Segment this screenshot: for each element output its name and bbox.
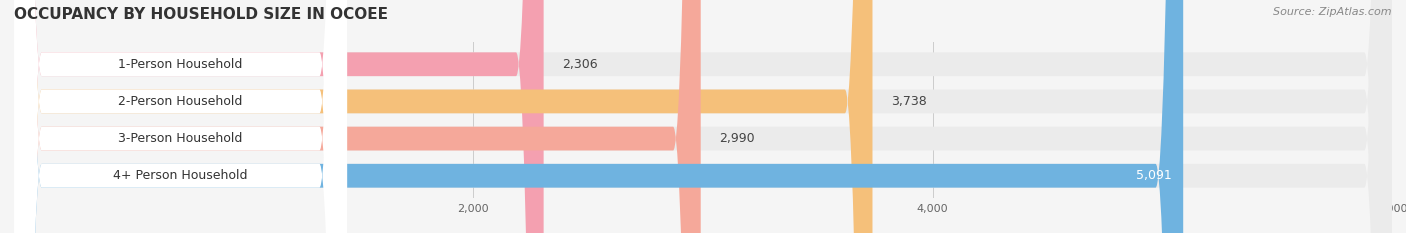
Text: 2,990: 2,990 (718, 132, 755, 145)
FancyBboxPatch shape (14, 0, 700, 233)
FancyBboxPatch shape (14, 0, 1392, 233)
Text: 3,738: 3,738 (891, 95, 927, 108)
Text: 5,091: 5,091 (1136, 169, 1171, 182)
FancyBboxPatch shape (14, 0, 347, 233)
FancyBboxPatch shape (14, 0, 347, 233)
FancyBboxPatch shape (14, 0, 347, 233)
Text: Source: ZipAtlas.com: Source: ZipAtlas.com (1274, 7, 1392, 17)
Text: OCCUPANCY BY HOUSEHOLD SIZE IN OCOEE: OCCUPANCY BY HOUSEHOLD SIZE IN OCOEE (14, 7, 388, 22)
FancyBboxPatch shape (14, 0, 544, 233)
FancyBboxPatch shape (14, 0, 873, 233)
Text: 2,306: 2,306 (562, 58, 598, 71)
Text: 1-Person Household: 1-Person Household (118, 58, 243, 71)
FancyBboxPatch shape (14, 0, 1184, 233)
Text: 3-Person Household: 3-Person Household (118, 132, 243, 145)
FancyBboxPatch shape (14, 0, 1392, 233)
Text: 4+ Person Household: 4+ Person Household (114, 169, 247, 182)
FancyBboxPatch shape (14, 0, 1392, 233)
FancyBboxPatch shape (14, 0, 1392, 233)
Text: 2-Person Household: 2-Person Household (118, 95, 243, 108)
FancyBboxPatch shape (14, 0, 347, 233)
